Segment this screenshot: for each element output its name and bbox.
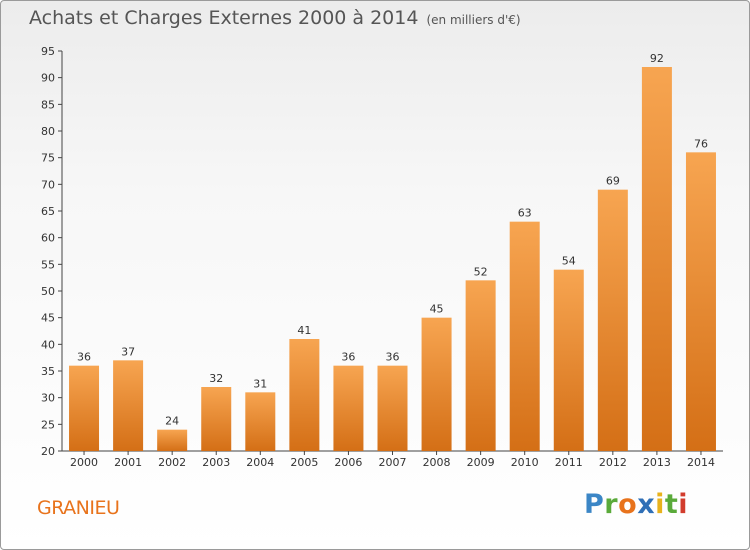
y-tick-label: 85	[41, 98, 55, 111]
data-label: 36	[386, 351, 400, 364]
data-label: 31	[253, 377, 267, 390]
data-label: 37	[121, 345, 135, 358]
y-tick-label: 70	[41, 178, 55, 191]
y-tick-label: 30	[41, 392, 55, 405]
x-tick-label: 2001	[114, 456, 142, 469]
logo-letter: i	[678, 489, 689, 520]
y-tick-label: 55	[41, 258, 55, 271]
x-tick-label: 2009	[467, 456, 495, 469]
y-tick-label: 80	[41, 125, 55, 138]
chart-title-text: Achats et Charges Externes 2000 à 2014	[29, 7, 419, 29]
x-tick-label: 2004	[246, 456, 274, 469]
data-label: 36	[341, 351, 355, 364]
bar	[69, 365, 100, 451]
logo-letter: t	[664, 489, 679, 520]
data-label: 45	[430, 303, 444, 316]
y-tick-label: 40	[41, 338, 55, 351]
y-tick-label: 45	[41, 312, 55, 325]
bar	[377, 365, 408, 451]
bar	[509, 221, 540, 451]
x-tick-label: 2006	[334, 456, 362, 469]
data-label: 32	[209, 372, 223, 385]
y-tick-label: 60	[41, 232, 55, 245]
data-labels: 36 37 24 32 31 41 36 36 45 52 63 54 69 92 76	[77, 52, 708, 428]
bar	[289, 339, 320, 451]
x-tick-label: 2014	[687, 456, 715, 469]
x-tick-label: 2008	[423, 456, 451, 469]
data-label: 76	[694, 137, 708, 150]
bar	[465, 280, 496, 451]
data-label: 24	[165, 415, 179, 428]
chart-title: Achats et Charges Externes 2000 à 2014 (e…	[29, 7, 521, 29]
proxiti-logo: Proxiti	[584, 489, 688, 520]
data-label: 52	[474, 265, 488, 278]
x-tick-label: 2012	[599, 456, 627, 469]
logo-letter: i	[655, 489, 665, 520]
x-tick-label: 2011	[555, 456, 583, 469]
bar	[333, 365, 364, 451]
x-tick-label: 2005	[290, 456, 318, 469]
logo-letter: x	[637, 489, 656, 520]
bar	[553, 269, 584, 451]
data-label: 36	[77, 351, 91, 364]
y-tick-label: 65	[41, 205, 55, 218]
bar	[157, 429, 188, 451]
logo-letter: r	[604, 489, 619, 520]
y-tick-label: 50	[41, 285, 55, 298]
data-label: 41	[297, 324, 311, 337]
data-label: 92	[650, 52, 664, 65]
town-name: GRANIEU	[37, 497, 120, 519]
x-tick-label: 2013	[643, 456, 671, 469]
y-tick-label: 20	[41, 445, 55, 458]
bar	[685, 152, 716, 452]
x-tick-label: 2002	[158, 456, 186, 469]
logo-letter: P	[584, 489, 605, 520]
bars	[69, 67, 716, 452]
bar	[421, 317, 452, 451]
y-tick-label: 95	[41, 45, 55, 58]
chart-unit: (en milliers d'€)	[426, 13, 521, 27]
data-label: 63	[518, 207, 532, 220]
bar	[597, 189, 628, 451]
logo-letter: o	[618, 489, 638, 520]
bar	[113, 360, 144, 451]
x-tick-label: 2010	[511, 456, 539, 469]
y-tick-label: 25	[41, 418, 55, 431]
x-tick-label: 2003	[202, 456, 230, 469]
bar	[641, 67, 672, 451]
y-tick-label: 75	[41, 152, 55, 165]
data-label: 69	[606, 175, 620, 188]
data-label: 54	[562, 255, 576, 268]
bar	[245, 392, 276, 451]
y-tick-label: 35	[41, 365, 55, 378]
y-tick-label: 90	[41, 72, 55, 85]
x-tick-label: 2007	[379, 456, 407, 469]
bar	[201, 387, 232, 451]
x-tick-label: 2000	[70, 456, 98, 469]
